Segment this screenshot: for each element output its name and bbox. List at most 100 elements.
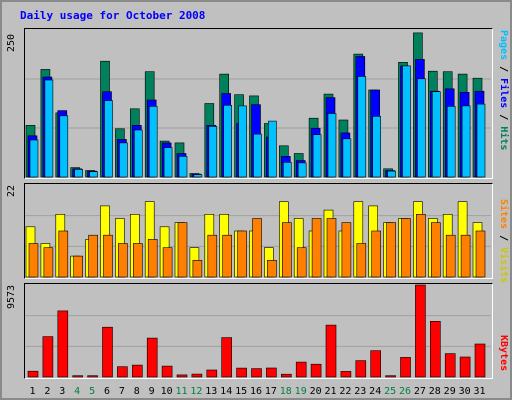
day-label: 27	[414, 386, 426, 397]
pages-bar	[208, 126, 218, 178]
sites-bar	[326, 218, 337, 278]
kbytes-bar	[176, 374, 188, 378]
kbytes-bar	[146, 337, 158, 378]
kbytes-bar	[325, 324, 337, 378]
sites-bar	[341, 222, 352, 278]
day-label: 28	[429, 386, 441, 397]
day-label: 2	[44, 386, 50, 397]
sites-bar	[267, 259, 277, 278]
pages-bar	[193, 174, 203, 178]
day-label: 10	[161, 386, 173, 397]
sites-bar	[356, 243, 367, 278]
pages-bar	[74, 169, 83, 178]
kbytes-bar	[42, 336, 54, 378]
kbytes-bar	[295, 361, 307, 378]
pages-bar	[104, 100, 113, 178]
kbytes-bar	[72, 375, 83, 378]
sites-bar	[162, 247, 173, 278]
kbytes-bar	[340, 371, 352, 378]
day-label: 9	[149, 386, 155, 397]
pages-bar	[312, 134, 322, 178]
day-label: 4	[74, 386, 80, 397]
pages-bar	[178, 156, 188, 178]
day-label: 17	[265, 386, 277, 397]
sites-bar	[311, 218, 322, 278]
kbytes-bar	[415, 284, 426, 378]
kbytes-bar	[459, 356, 471, 378]
kbytes-bar	[206, 369, 218, 378]
sites-bar	[416, 214, 426, 278]
sites-bar	[281, 222, 292, 278]
day-label: 5	[89, 386, 95, 397]
sites-bar	[475, 230, 486, 278]
pages-bar	[59, 115, 69, 178]
day-label: 24	[369, 386, 381, 397]
sites-bar	[371, 230, 382, 278]
kbytes-bar	[221, 337, 232, 378]
kbytes-bar	[444, 353, 456, 378]
day-label: 23	[354, 386, 366, 397]
day-label: 15	[235, 386, 247, 397]
day-label: 31	[473, 386, 485, 397]
pages-bar	[417, 78, 426, 178]
pages-bar	[44, 79, 54, 178]
day-label: 29	[444, 386, 456, 397]
pages-bar	[342, 138, 352, 178]
kbytes-panel	[24, 283, 493, 379]
sites-bar	[103, 234, 113, 278]
pages-bar	[223, 105, 232, 178]
sites-bar	[296, 247, 307, 278]
day-label: 1	[29, 386, 35, 397]
sites-bar	[386, 222, 396, 278]
day-label: 7	[119, 386, 125, 397]
kbytes-bar	[280, 373, 292, 378]
day-label: 14	[220, 386, 232, 397]
day-label: 20	[310, 386, 322, 397]
sites-bar	[430, 222, 441, 278]
kbytes-bar	[57, 310, 69, 378]
day-label: 16	[250, 386, 262, 397]
kbytes-bar	[310, 363, 322, 378]
pages-bar	[238, 105, 247, 178]
sites-bar	[133, 243, 143, 278]
sites-bar	[445, 234, 456, 278]
kbytes-bar	[161, 365, 173, 378]
day-label: 12	[190, 386, 202, 397]
day-label: 26	[399, 386, 411, 397]
pages-bar	[402, 65, 411, 178]
sites-bar	[222, 234, 232, 278]
pages-bar	[297, 162, 307, 178]
pages-bar	[446, 106, 456, 178]
kbytes-bar	[27, 370, 39, 378]
kbytes-bar	[102, 326, 113, 378]
sites-bar	[147, 239, 158, 278]
kbytes-bar	[370, 350, 382, 378]
sites-bar	[401, 218, 411, 278]
pages-bar	[268, 120, 277, 178]
pages-bar	[431, 91, 441, 178]
day-label: 18	[280, 386, 292, 397]
kbytes-bar	[385, 375, 396, 378]
pages-bar	[119, 142, 128, 178]
pages-bar	[148, 106, 158, 178]
kbytes-bar	[87, 375, 98, 378]
pages-bar	[253, 133, 262, 178]
pages-bar	[461, 105, 471, 178]
sites-bar	[460, 234, 471, 278]
kbytes-bar	[191, 373, 203, 378]
pages-bar	[134, 129, 143, 178]
pages-bar	[89, 171, 98, 178]
pages-bar	[387, 170, 396, 178]
day-label: 3	[59, 386, 65, 397]
sites-bar	[118, 243, 128, 278]
sites-bar	[237, 230, 247, 278]
pages-bar	[163, 147, 173, 178]
sites-bar	[73, 255, 83, 278]
kbytes-bar	[474, 343, 486, 378]
day-label: 22	[339, 386, 351, 397]
sites-bar	[43, 247, 54, 278]
sites-bar	[177, 222, 188, 278]
day-label: 25	[384, 386, 396, 397]
